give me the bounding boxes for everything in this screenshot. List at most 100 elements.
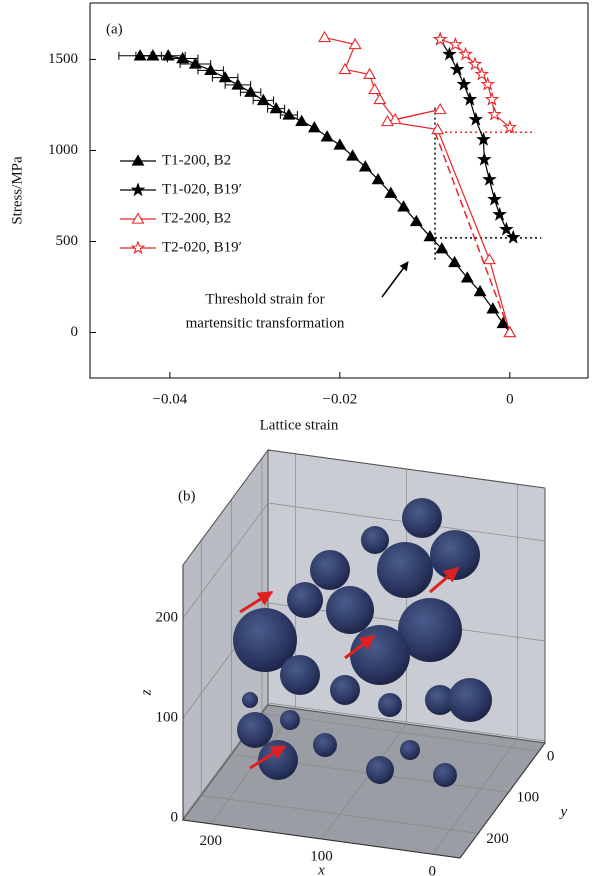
- legend-marker: [130, 240, 146, 255]
- marker: [486, 302, 500, 314]
- marker: [363, 67, 377, 80]
- legend-label: T2-020, B19′: [162, 239, 242, 255]
- particle: [377, 542, 433, 598]
- y-tick-label: 0: [547, 749, 555, 765]
- y-tick-label: 1500: [48, 51, 78, 67]
- marker: [307, 121, 321, 133]
- marker: [431, 122, 445, 135]
- marker: [468, 111, 484, 126]
- marker: [482, 171, 497, 186]
- box-front: [182, 565, 546, 859]
- marker: [435, 242, 449, 254]
- arrows: [239, 566, 460, 770]
- arrow: [429, 566, 460, 594]
- marker: [333, 138, 347, 150]
- x-tick-label: 0: [429, 864, 437, 876]
- marker: [384, 186, 398, 198]
- marker: [432, 31, 448, 46]
- axis-frame: [89, 2, 589, 379]
- grid-line: [261, 712, 539, 752]
- legend-marker: [131, 154, 145, 166]
- panel-label: (a): [106, 21, 123, 37]
- particle: [287, 582, 323, 618]
- marker: [256, 93, 270, 106]
- series-line: [439, 39, 514, 238]
- z-axis-label: z: [138, 689, 154, 696]
- x-tick-label: 0: [506, 391, 514, 407]
- marker: [188, 57, 202, 69]
- marker: [449, 61, 465, 76]
- marker: [458, 46, 473, 61]
- marker: [448, 255, 462, 268]
- marker: [476, 131, 491, 146]
- grid-line: [321, 723, 407, 840]
- particles: [233, 498, 492, 787]
- marker: [473, 284, 487, 297]
- marker: [320, 130, 334, 142]
- marker: [467, 56, 483, 71]
- marker: [448, 36, 463, 51]
- particle: [350, 625, 410, 685]
- marker: [133, 49, 147, 61]
- marker: [318, 30, 332, 43]
- legend-label: T1-200, B2: [162, 152, 231, 168]
- particle: [433, 763, 457, 787]
- marker: [487, 191, 502, 206]
- marker: [371, 172, 385, 185]
- particle: [398, 598, 462, 662]
- marker: [269, 101, 283, 114]
- marker: [231, 78, 245, 90]
- y-axis-label: Stress/MPa: [9, 156, 25, 225]
- particle: [237, 712, 273, 748]
- grid-line: [201, 795, 479, 834]
- marker: [423, 229, 437, 242]
- marker: [502, 119, 518, 134]
- particle: [378, 693, 402, 717]
- marker: [397, 200, 411, 212]
- marker: [496, 316, 510, 329]
- marker: [499, 221, 514, 236]
- x-tick-label: −0.02: [322, 391, 357, 407]
- annotation: Threshold strain for: [205, 291, 324, 307]
- marker: [503, 325, 517, 338]
- series-line: [324, 36, 511, 333]
- marker: [373, 92, 387, 105]
- marker: [282, 108, 296, 120]
- particle: [425, 685, 455, 715]
- marker: [368, 82, 382, 95]
- marker: [161, 49, 175, 61]
- legend-label: T2-200, B2: [162, 210, 231, 226]
- marker: [295, 114, 309, 126]
- marker: [492, 206, 507, 221]
- marker: [460, 271, 474, 283]
- particle: [242, 692, 258, 708]
- x-tick-label: 200: [199, 833, 222, 849]
- panel-label: (b): [178, 488, 196, 504]
- marker: [146, 49, 160, 61]
- arrow: [249, 744, 287, 770]
- marker: [218, 71, 232, 83]
- arrow: [239, 590, 274, 614]
- annotation: martensitic transformation: [186, 315, 345, 331]
- particle: [448, 678, 492, 722]
- particle: [258, 740, 298, 780]
- marker: [480, 76, 496, 91]
- grid-line: [432, 738, 518, 855]
- marker: [505, 229, 521, 244]
- legend-label: T1-020, B19′: [162, 181, 242, 197]
- particle: [361, 526, 389, 554]
- grid-line: [267, 702, 546, 742]
- y-tick-label: 100: [517, 790, 540, 806]
- arrow: [344, 634, 376, 660]
- box-front-top: [182, 449, 546, 743]
- legend-marker: [130, 182, 146, 197]
- particle: [280, 655, 320, 695]
- marker: [409, 214, 423, 227]
- marker: [346, 149, 360, 161]
- guide-line: [434, 131, 511, 333]
- particle: [330, 675, 360, 705]
- legend-marker: [131, 212, 145, 224]
- annotation-arrow: [381, 261, 409, 298]
- panel-b-front: 0 100 200 0 100 200 0 100 200 x y z (b): [138, 449, 568, 876]
